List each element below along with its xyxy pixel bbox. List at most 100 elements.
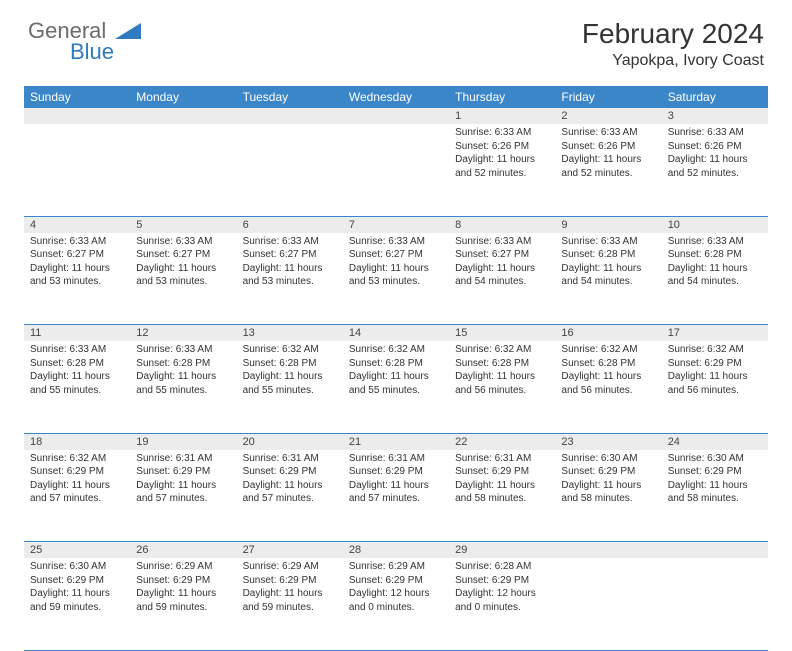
daylight-text-2: and 56 minutes. (561, 384, 655, 398)
day-details: Sunrise: 6:30 AMSunset: 6:29 PMDaylight:… (662, 450, 768, 510)
sunrise-text: Sunrise: 6:33 AM (455, 126, 549, 140)
content-row: Sunrise: 6:33 AMSunset: 6:26 PMDaylight:… (24, 124, 768, 216)
day-number-cell (343, 108, 449, 124)
day-details: Sunrise: 6:30 AMSunset: 6:29 PMDaylight:… (24, 558, 130, 618)
day-number-cell: 17 (662, 325, 768, 342)
sunset-text: Sunset: 6:29 PM (136, 465, 230, 479)
day-number-cell: 29 (449, 542, 555, 559)
sunrise-text: Sunrise: 6:30 AM (668, 452, 762, 466)
daynum-row: 11121314151617 (24, 325, 768, 342)
weekday-header-saturday: Saturday (662, 86, 768, 108)
day-number-cell: 9 (555, 216, 661, 233)
weekday-header-friday: Friday (555, 86, 661, 108)
daylight-text-1: Daylight: 11 hours (30, 370, 124, 384)
daylight-text-2: and 52 minutes. (668, 167, 762, 181)
day-number-cell: 21 (343, 433, 449, 450)
daylight-text-1: Daylight: 11 hours (668, 479, 762, 493)
title-block: February 2024 Yapokpa, Ivory Coast (582, 18, 764, 70)
sunrise-text: Sunrise: 6:31 AM (243, 452, 337, 466)
daylight-text-1: Daylight: 11 hours (455, 262, 549, 276)
day-details: Sunrise: 6:33 AMSunset: 6:26 PMDaylight:… (555, 124, 661, 184)
day-cell: Sunrise: 6:32 AMSunset: 6:28 PMDaylight:… (237, 341, 343, 433)
day-cell: Sunrise: 6:33 AMSunset: 6:28 PMDaylight:… (24, 341, 130, 433)
sunrise-text: Sunrise: 6:29 AM (243, 560, 337, 574)
day-number-cell: 22 (449, 433, 555, 450)
sunrise-text: Sunrise: 6:33 AM (561, 126, 655, 140)
logo-text-block: General Blue (28, 18, 141, 65)
day-details: Sunrise: 6:32 AMSunset: 6:28 PMDaylight:… (343, 341, 449, 401)
daylight-text-1: Daylight: 11 hours (243, 370, 337, 384)
day-cell: Sunrise: 6:33 AMSunset: 6:26 PMDaylight:… (449, 124, 555, 216)
daylight-text-1: Daylight: 11 hours (349, 262, 443, 276)
sunset-text: Sunset: 6:29 PM (668, 465, 762, 479)
day-details: Sunrise: 6:31 AMSunset: 6:29 PMDaylight:… (237, 450, 343, 510)
daylight-text-2: and 56 minutes. (668, 384, 762, 398)
day-details: Sunrise: 6:29 AMSunset: 6:29 PMDaylight:… (130, 558, 236, 618)
day-cell: Sunrise: 6:32 AMSunset: 6:28 PMDaylight:… (555, 341, 661, 433)
day-details: Sunrise: 6:33 AMSunset: 6:27 PMDaylight:… (449, 233, 555, 293)
day-cell: Sunrise: 6:33 AMSunset: 6:26 PMDaylight:… (555, 124, 661, 216)
day-number-cell: 4 (24, 216, 130, 233)
day-cell: Sunrise: 6:33 AMSunset: 6:28 PMDaylight:… (130, 341, 236, 433)
day-number-cell (130, 108, 236, 124)
day-cell: Sunrise: 6:29 AMSunset: 6:29 PMDaylight:… (237, 558, 343, 650)
day-details: Sunrise: 6:32 AMSunset: 6:28 PMDaylight:… (555, 341, 661, 401)
day-number-cell: 13 (237, 325, 343, 342)
weekday-header-tuesday: Tuesday (237, 86, 343, 108)
daylight-text-2: and 52 minutes. (561, 167, 655, 181)
day-details: Sunrise: 6:29 AMSunset: 6:29 PMDaylight:… (343, 558, 449, 618)
daylight-text-2: and 58 minutes. (668, 492, 762, 506)
day-number-cell: 8 (449, 216, 555, 233)
sunrise-text: Sunrise: 6:33 AM (136, 235, 230, 249)
day-cell: Sunrise: 6:33 AMSunset: 6:27 PMDaylight:… (343, 233, 449, 325)
daynum-row: 45678910 (24, 216, 768, 233)
sunset-text: Sunset: 6:29 PM (349, 465, 443, 479)
brand-logo: General Blue (28, 18, 141, 65)
day-number-cell: 3 (662, 108, 768, 124)
sunset-text: Sunset: 6:28 PM (561, 357, 655, 371)
sunrise-text: Sunrise: 6:28 AM (455, 560, 549, 574)
daylight-text-1: Daylight: 11 hours (349, 479, 443, 493)
sunrise-text: Sunrise: 6:30 AM (561, 452, 655, 466)
month-title: February 2024 (582, 18, 764, 50)
sunrise-text: Sunrise: 6:30 AM (30, 560, 124, 574)
day-number-cell (555, 542, 661, 559)
daylight-text-1: Daylight: 11 hours (349, 370, 443, 384)
daylight-text-1: Daylight: 11 hours (561, 370, 655, 384)
page-header: General Blue February 2024 Yapokpa, Ivor… (0, 0, 792, 78)
day-number-cell: 5 (130, 216, 236, 233)
day-cell (24, 124, 130, 216)
day-cell: Sunrise: 6:33 AMSunset: 6:27 PMDaylight:… (237, 233, 343, 325)
daylight-text-2: and 58 minutes. (455, 492, 549, 506)
sunrise-text: Sunrise: 6:31 AM (136, 452, 230, 466)
daylight-text-2: and 55 minutes. (136, 384, 230, 398)
day-details: Sunrise: 6:28 AMSunset: 6:29 PMDaylight:… (449, 558, 555, 618)
sunset-text: Sunset: 6:29 PM (455, 574, 549, 588)
sunrise-text: Sunrise: 6:33 AM (349, 235, 443, 249)
sunrise-text: Sunrise: 6:33 AM (30, 343, 124, 357)
calendar-weekday-header: SundayMondayTuesdayWednesdayThursdayFrid… (24, 86, 768, 108)
day-cell: Sunrise: 6:31 AMSunset: 6:29 PMDaylight:… (343, 450, 449, 542)
daylight-text-1: Daylight: 11 hours (668, 262, 762, 276)
sunset-text: Sunset: 6:29 PM (136, 574, 230, 588)
sunrise-text: Sunrise: 6:33 AM (668, 235, 762, 249)
day-details: Sunrise: 6:33 AMSunset: 6:26 PMDaylight:… (449, 124, 555, 184)
day-number-cell: 28 (343, 542, 449, 559)
weekday-header-wednesday: Wednesday (343, 86, 449, 108)
day-cell: Sunrise: 6:33 AMSunset: 6:27 PMDaylight:… (449, 233, 555, 325)
day-number-cell (237, 108, 343, 124)
day-details: Sunrise: 6:33 AMSunset: 6:27 PMDaylight:… (130, 233, 236, 293)
daylight-text-1: Daylight: 11 hours (243, 587, 337, 601)
sunrise-text: Sunrise: 6:32 AM (455, 343, 549, 357)
logo-triangle-icon (115, 19, 141, 45)
sunrise-text: Sunrise: 6:32 AM (349, 343, 443, 357)
day-details: Sunrise: 6:33 AMSunset: 6:27 PMDaylight:… (343, 233, 449, 293)
daylight-text-2: and 53 minutes. (30, 275, 124, 289)
content-row: Sunrise: 6:32 AMSunset: 6:29 PMDaylight:… (24, 450, 768, 542)
day-cell: Sunrise: 6:33 AMSunset: 6:27 PMDaylight:… (130, 233, 236, 325)
daylight-text-2: and 52 minutes. (455, 167, 549, 181)
daylight-text-2: and 54 minutes. (561, 275, 655, 289)
daylight-text-1: Daylight: 11 hours (30, 479, 124, 493)
sunset-text: Sunset: 6:29 PM (561, 465, 655, 479)
daylight-text-2: and 57 minutes. (30, 492, 124, 506)
